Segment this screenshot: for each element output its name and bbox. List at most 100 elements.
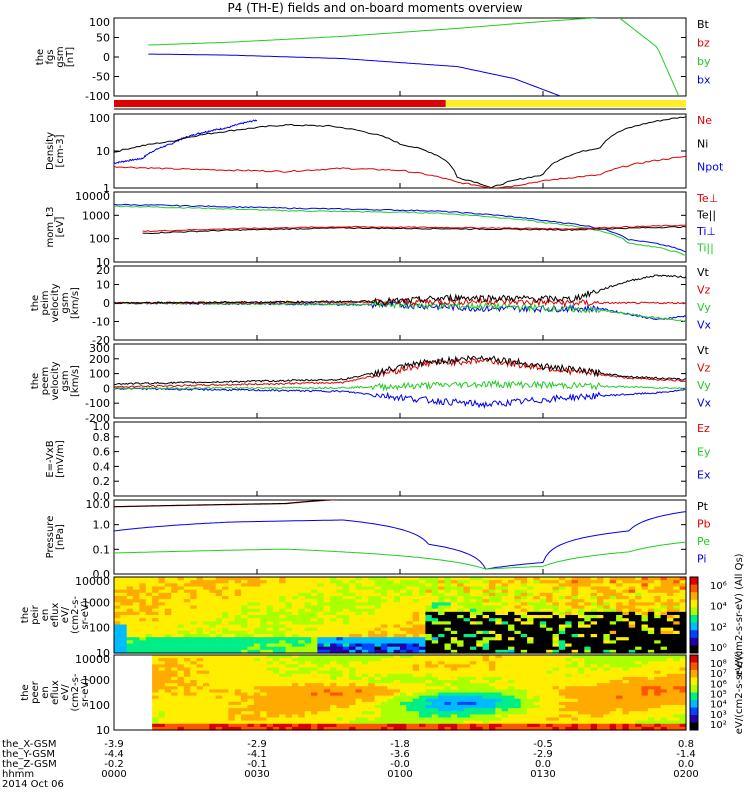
heatmap-cell [228,692,236,697]
heatmap-cell [336,621,344,626]
heatmap-cell [152,634,160,638]
heatmap-cell [501,680,509,684]
heatmap-cell [577,655,585,659]
heatmap-cell [183,627,191,632]
heatmap-cell [355,695,363,700]
heatmap-cell [527,592,535,597]
heatmap-cell [272,583,280,588]
heatmap-cell [349,624,357,629]
heatmap-cell [164,686,172,690]
xaxis-tick-value: 0.0 [678,759,694,770]
heatmap-cell [609,683,617,687]
heatmap-cell [673,711,681,715]
heatmap-cell [222,621,229,626]
heatmap-cell [558,605,566,610]
heatmap-cell [361,630,369,635]
heatmap-cell [419,723,427,728]
heatmap-cell [222,680,229,684]
heatmap-cell [577,599,585,603]
heatmap-cell [241,680,249,684]
heatmap-cell [253,592,261,597]
heatmap-cell [450,692,458,697]
heatmap-cell [323,670,331,675]
heatmap-cell [361,602,369,607]
heatmap-cell [355,592,363,597]
heatmap-cell [228,698,236,703]
heatmap-cell [266,726,274,731]
heatmap-cell [361,646,369,651]
heatmap-cell [603,624,611,629]
heatmap-cell [380,615,388,619]
heatmap-cell [457,627,465,632]
heatmap-cell [533,624,541,629]
heatmap-cell [368,667,376,672]
heatmap-cell [272,670,280,675]
heatmap-cell [400,655,407,659]
heatmap-cell [444,673,452,678]
heatmap-cell [349,649,357,654]
heatmap-cell [552,661,560,665]
heatmap-cell [660,695,668,700]
heatmap-cell [558,661,566,665]
heatmap-cell [406,683,414,687]
heatmap-cell [234,589,242,594]
xaxis-tick-value: -1.8 [390,739,410,750]
heatmap-cell [323,611,331,616]
heatmap-cell [387,695,395,700]
heatmap-cell [222,708,229,712]
heatmap-cell [495,726,503,731]
heatmap-cell [679,661,687,665]
heatmap-cell [571,646,579,651]
heatmap-cell [419,686,427,690]
heatmap-cell [603,689,611,694]
heatmap-cell [387,670,395,675]
heatmap-cell [291,708,299,712]
heatmap-cell [647,611,655,616]
heatmap-cell [126,618,134,622]
heatmap-cell [190,605,198,610]
heatmap-cell [488,649,496,654]
heatmap-cell [616,655,624,659]
heatmap-cell [609,602,617,607]
heatmap-cell [393,658,401,662]
heatmap-cell [616,714,624,719]
heatmap-cell [393,670,401,675]
heatmap-cell [628,596,636,600]
heatmap-cell [304,705,312,709]
heatmap-cell [419,615,427,619]
heatmap-cell [330,649,338,654]
heatmap-cell [336,720,344,725]
heatmap-cell [616,583,624,588]
heatmap-cell [469,602,477,607]
heatmap-cell [673,605,681,610]
heatmap-cell [552,692,560,697]
heatmap-cell [355,714,363,719]
heatmap-cell [336,723,344,728]
heatmap-cell [482,711,490,715]
heatmap-cell [368,680,376,684]
heatmap-cell [145,649,153,654]
heatmap-cell [342,708,350,712]
heatmap-cell [558,720,566,725]
heatmap-cell [647,667,655,672]
heatmap-cell [412,683,420,687]
heatmap-cell [577,596,585,600]
heatmap-cell [152,596,160,600]
heatmap-cell [279,723,287,728]
heatmap-cell [533,673,541,678]
heatmap-cell [368,592,376,597]
heatmap-cell [438,720,446,725]
heatmap-cell [349,611,357,616]
heatmap-cell [488,689,496,694]
heatmap-cell [342,695,350,700]
heatmap-cell [380,596,388,600]
heatmap-cell [393,661,401,665]
heatmap-cell [342,720,350,725]
heatmap-cell [469,676,477,681]
heatmap-cell [628,664,636,669]
legend-Vy: Vy [697,301,711,314]
heatmap-cell [565,608,573,613]
heatmap-cell [406,711,414,715]
heatmap-cell [291,640,299,645]
heatmap-cell [336,589,344,594]
